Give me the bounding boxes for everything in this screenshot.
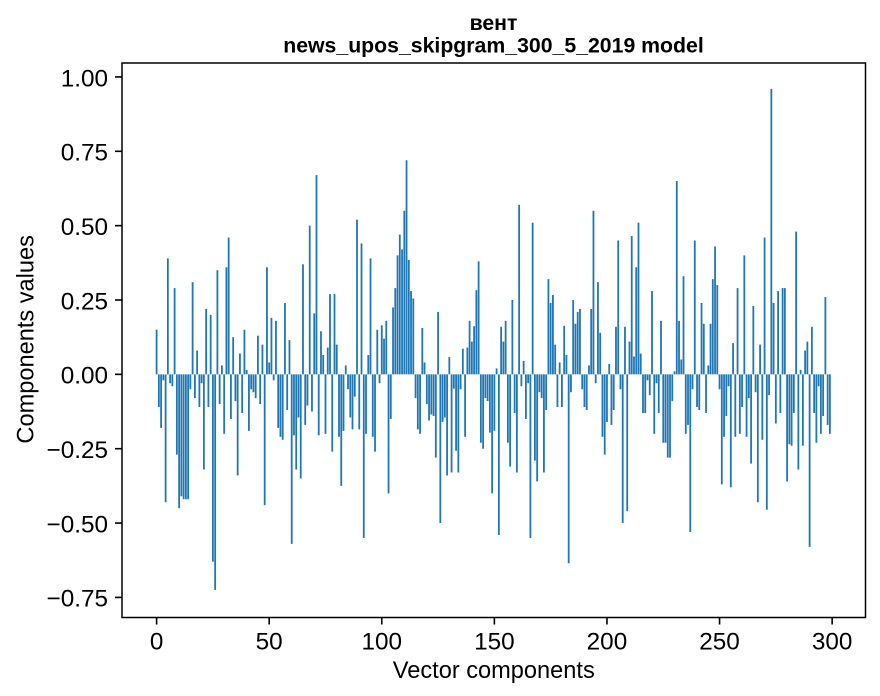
svg-text:300: 300	[812, 629, 853, 656]
svg-text:0: 0	[150, 629, 164, 656]
svg-text:200: 200	[587, 629, 628, 656]
svg-text:Components values: Components values	[14, 235, 40, 444]
svg-text:Vector components: Vector components	[393, 658, 595, 684]
svg-text:0.00: 0.00	[61, 363, 108, 390]
svg-text:0.75: 0.75	[61, 140, 108, 167]
svg-text:0.50: 0.50	[61, 214, 108, 241]
svg-text:250: 250	[699, 629, 740, 656]
svg-text:−0.75: −0.75	[47, 586, 108, 613]
svg-text:−0.50: −0.50	[47, 511, 108, 538]
svg-text:1.00: 1.00	[61, 65, 108, 92]
svg-text:100: 100	[362, 629, 403, 656]
svg-text:news_upos_skipgram_300_5_2019: news_upos_skipgram_300_5_2019 model	[283, 33, 704, 57]
svg-text:−0.25: −0.25	[47, 437, 108, 464]
svg-text:вент: вент	[470, 11, 518, 35]
svg-text:50: 50	[256, 629, 283, 656]
svg-text:0.25: 0.25	[61, 288, 108, 315]
svg-text:150: 150	[474, 629, 515, 656]
